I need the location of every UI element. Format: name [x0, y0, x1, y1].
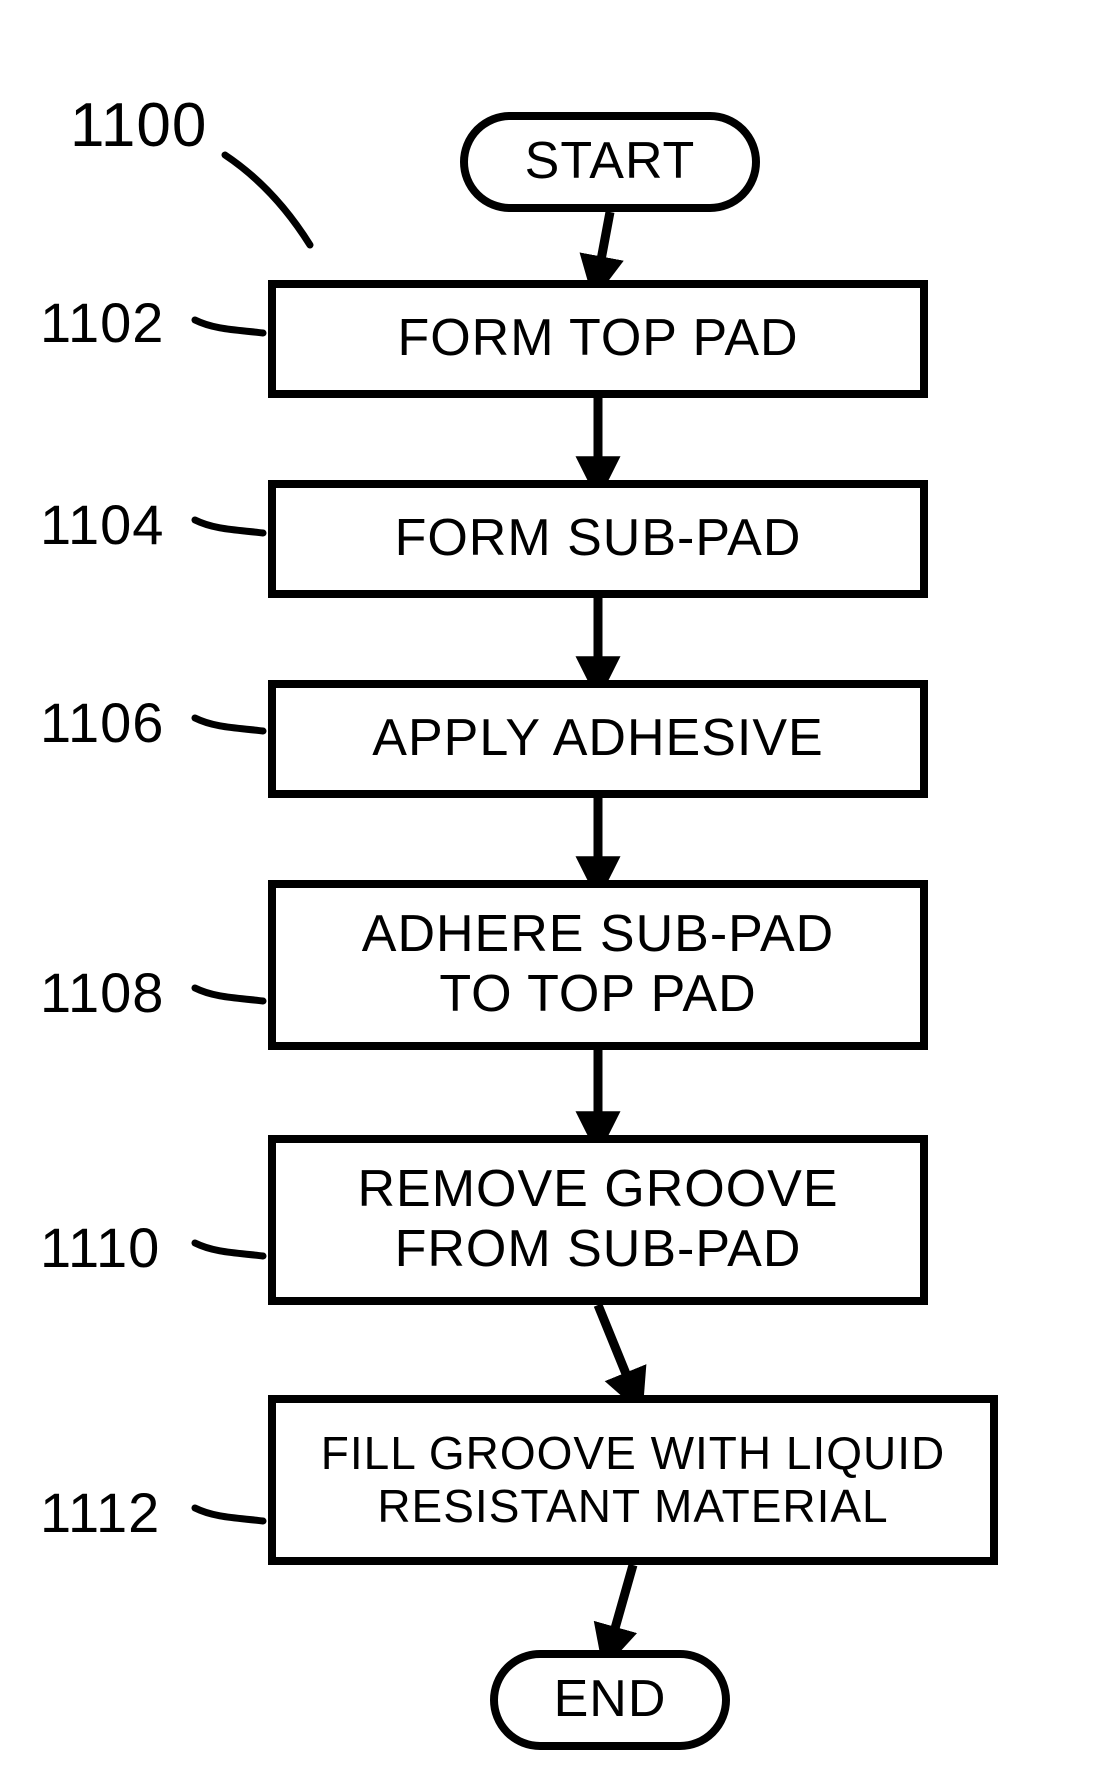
- ref-label-1108: 1108: [40, 960, 164, 1025]
- flow-node-n1108: ADHERE SUB-PAD TO TOP PAD: [268, 880, 928, 1050]
- edge-start-n1102: [598, 212, 610, 276]
- flow-node-text: ADHERE SUB-PAD TO TOP PAD: [362, 905, 834, 1025]
- flow-node-text: FILL GROOVE WITH LIQUID RESISTANT MATERI…: [321, 1427, 945, 1533]
- flow-node-end: END: [490, 1650, 730, 1750]
- flowchart-canvas: 1100 START FORM TOP PAD 1102 FORM SUB-PAD 11…: [0, 0, 1105, 1792]
- edge-n1112-end: [610, 1565, 633, 1646]
- flow-node-text: FORM SUB-PAD: [395, 509, 802, 569]
- edge-n1110-n1112: [598, 1305, 633, 1391]
- ref-leader-1106: [195, 718, 263, 731]
- ref-label-1112: 1112: [40, 1480, 160, 1545]
- ref-leader-1102: [195, 320, 263, 333]
- ref-leader-1104: [195, 520, 263, 533]
- ref-label-1102: 1102: [40, 290, 164, 355]
- ref-leader-1110: [195, 1243, 263, 1256]
- figure-ref-1100: 1100: [70, 90, 207, 161]
- ref-leader-1112: [195, 1508, 263, 1521]
- flow-node-text: END: [554, 1670, 667, 1730]
- flow-node-text: FORM TOP PAD: [397, 309, 798, 369]
- flow-node-text: APPLY ADHESIVE: [372, 709, 823, 769]
- ref-label-1110: 1110: [40, 1215, 160, 1280]
- ref-leader-1100: [225, 155, 310, 245]
- flow-node-n1110: REMOVE GROOVE FROM SUB-PAD: [268, 1135, 928, 1305]
- ref-leader-1108: [195, 988, 263, 1001]
- ref-label-1106: 1106: [40, 690, 164, 755]
- flow-node-n1102: FORM TOP PAD: [268, 280, 928, 398]
- flow-node-text: REMOVE GROOVE FROM SUB-PAD: [357, 1160, 838, 1280]
- ref-label-1104: 1104: [40, 492, 164, 557]
- flow-node-n1104: FORM SUB-PAD: [268, 480, 928, 598]
- flow-node-text: START: [525, 132, 696, 192]
- flow-node-start: START: [460, 112, 760, 212]
- flow-node-n1112: FILL GROOVE WITH LIQUID RESISTANT MATERI…: [268, 1395, 998, 1565]
- flow-node-n1106: APPLY ADHESIVE: [268, 680, 928, 798]
